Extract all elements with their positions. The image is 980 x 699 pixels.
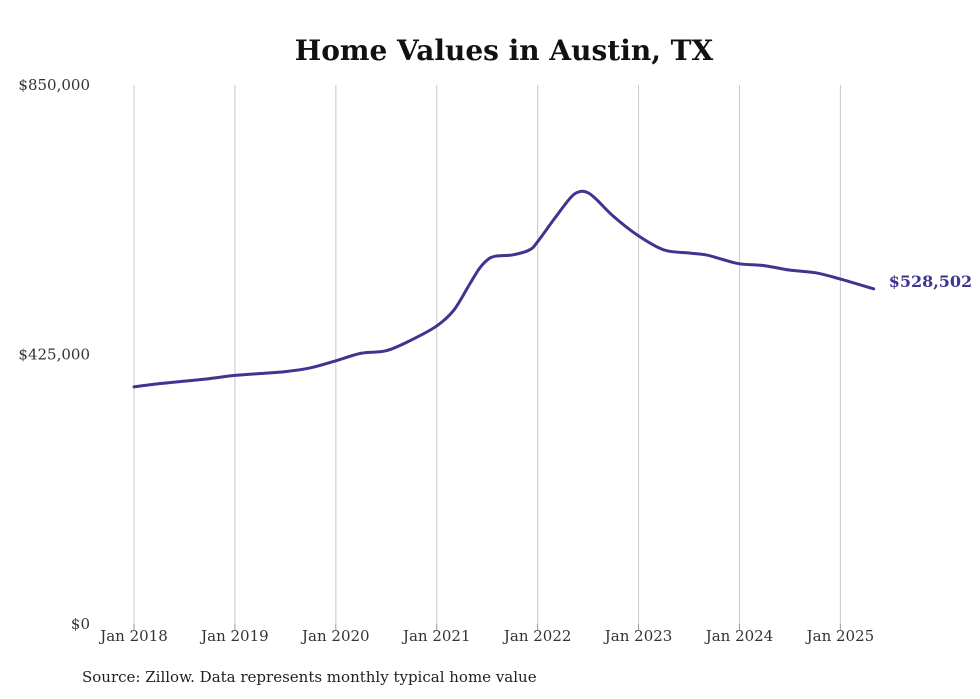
end-value-label: $528,502: [889, 272, 973, 291]
chart-title: Home Values in Austin, TX: [295, 34, 714, 67]
x-tick-label: Jan 2023: [603, 627, 673, 645]
x-tick-label: Jan 2021: [401, 627, 471, 645]
x-tick-label: Jan 2018: [98, 627, 168, 645]
series-line-0: [132, 189, 876, 389]
source-note: Source: Zillow. Data represents monthly …: [82, 668, 537, 686]
y-tick-label: $850,000: [18, 76, 90, 94]
x-tick-label: Jan 2022: [502, 627, 572, 645]
x-tick-label: Jan 2020: [300, 627, 370, 645]
grid-lines: [133, 85, 841, 624]
x-tick-label: Jan 2019: [199, 627, 269, 645]
y-tick-label: $0: [71, 615, 90, 633]
y-tick-label: $425,000: [18, 346, 90, 364]
x-tick-label: Jan 2024: [704, 627, 774, 645]
x-tick-label: Jan 2025: [805, 627, 875, 645]
y-axis: $0 $425,000 $850,000: [18, 76, 90, 633]
x-axis: Jan 2018 Jan 2019 Jan 2020 Jan 2021 Jan 2022…: [98, 624, 874, 645]
series-layer: $528,502: [132, 189, 973, 389]
